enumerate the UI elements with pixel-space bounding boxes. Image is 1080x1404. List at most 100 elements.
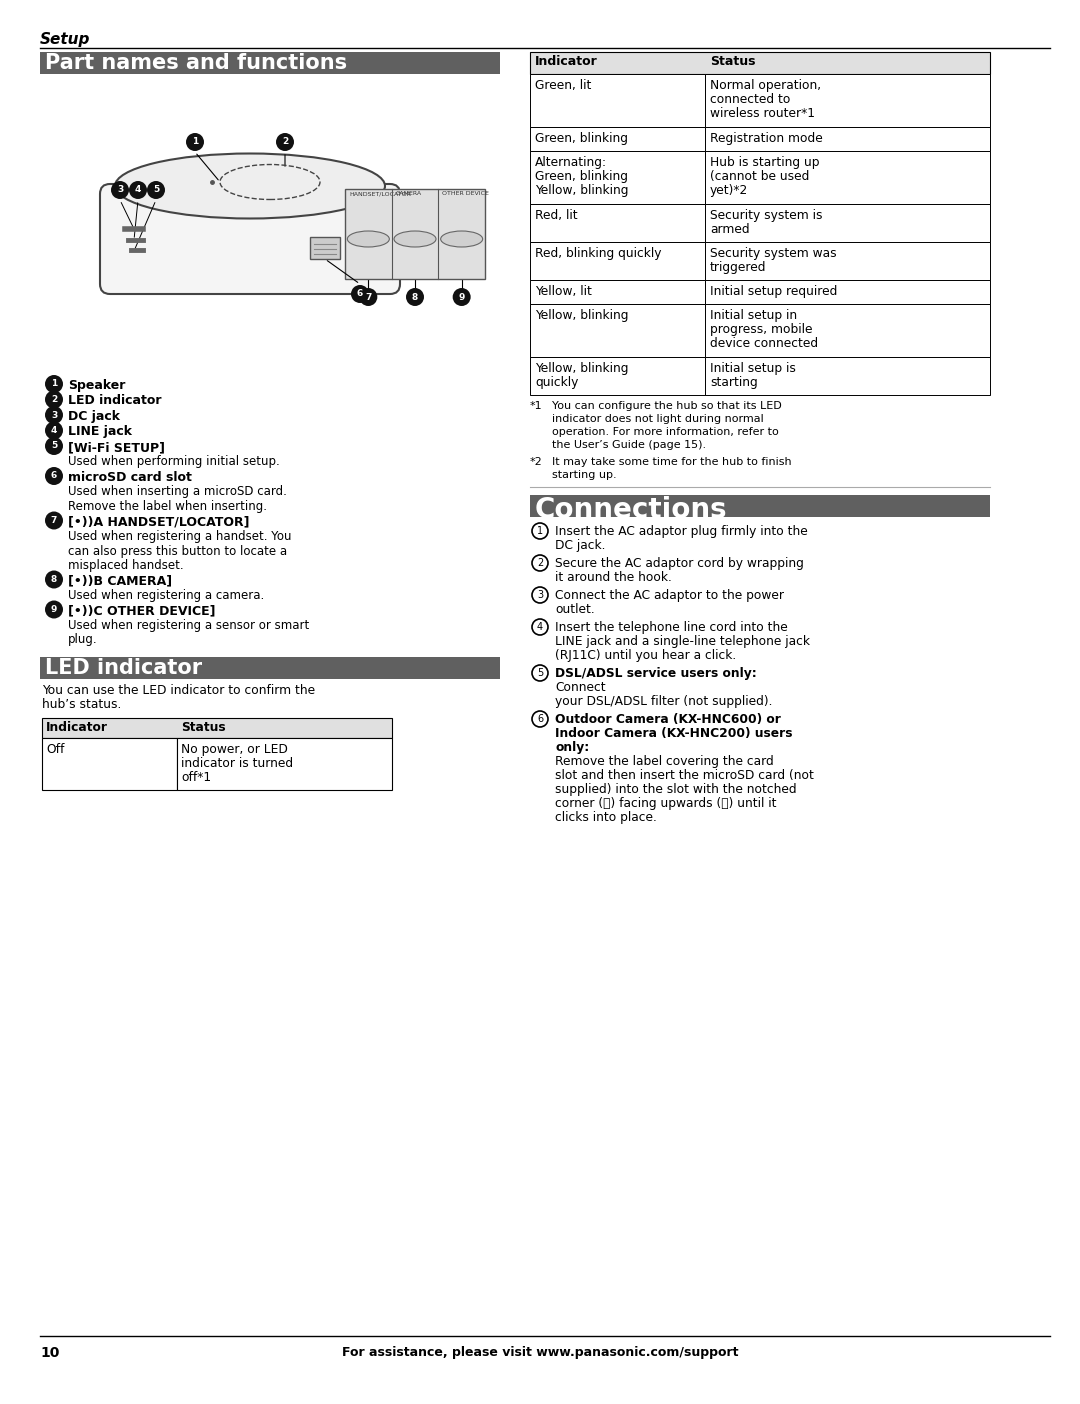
Text: (cannot be used: (cannot be used bbox=[710, 170, 809, 183]
Bar bbox=[705, 357, 990, 395]
Text: armed: armed bbox=[710, 223, 750, 236]
Circle shape bbox=[45, 375, 63, 393]
Text: operation. For more information, refer to: operation. For more information, refer t… bbox=[552, 427, 779, 437]
Text: •))C: •))C bbox=[454, 234, 470, 243]
Text: DSL/ADSL service users only:: DSL/ADSL service users only: bbox=[555, 667, 757, 680]
Text: 4: 4 bbox=[537, 622, 543, 632]
Text: Insert the telephone line cord into the: Insert the telephone line cord into the bbox=[555, 621, 787, 635]
Text: it around the hook.: it around the hook. bbox=[555, 571, 672, 584]
Text: *1: *1 bbox=[530, 402, 542, 411]
Text: You can configure the hub so that its LED: You can configure the hub so that its LE… bbox=[552, 402, 782, 411]
Bar bbox=[705, 241, 990, 279]
Text: corner (Ⓐ) facing upwards (Ⓑ) until it: corner (Ⓐ) facing upwards (Ⓑ) until it bbox=[555, 797, 777, 810]
Circle shape bbox=[453, 288, 471, 306]
Text: starting up.: starting up. bbox=[552, 470, 617, 480]
Text: Used when registering a sensor or smart: Used when registering a sensor or smart bbox=[68, 619, 309, 632]
Text: No power, or LED: No power, or LED bbox=[181, 743, 288, 755]
Text: 2: 2 bbox=[51, 395, 57, 404]
Text: Hub is starting up: Hub is starting up bbox=[710, 156, 820, 168]
Text: 4: 4 bbox=[51, 425, 57, 435]
Text: DC jack: DC jack bbox=[68, 410, 120, 423]
Text: Remove the label when inserting.: Remove the label when inserting. bbox=[68, 500, 267, 512]
Bar bbox=[705, 279, 990, 305]
Circle shape bbox=[532, 524, 548, 539]
Text: 10: 10 bbox=[40, 1346, 59, 1360]
Text: 2: 2 bbox=[282, 138, 288, 146]
Text: 8: 8 bbox=[411, 292, 418, 302]
Text: hub’s status.: hub’s status. bbox=[42, 698, 121, 710]
Bar bbox=[40, 52, 500, 74]
Text: can also press this button to locate a: can also press this button to locate a bbox=[68, 545, 287, 557]
Circle shape bbox=[45, 570, 63, 588]
Text: It may take some time for the hub to finish: It may take some time for the hub to fin… bbox=[552, 456, 792, 468]
Text: Connect: Connect bbox=[555, 681, 606, 694]
Circle shape bbox=[351, 285, 369, 303]
Text: off*1: off*1 bbox=[181, 771, 211, 783]
Circle shape bbox=[276, 133, 294, 152]
Text: Yellow, blinking: Yellow, blinking bbox=[535, 184, 629, 197]
Text: HANDSET/LOCATOR: HANDSET/LOCATOR bbox=[349, 191, 410, 197]
Text: Secure the AC adaptor cord by wrapping: Secure the AC adaptor cord by wrapping bbox=[555, 557, 804, 570]
Bar bbox=[345, 190, 485, 279]
Circle shape bbox=[406, 288, 424, 306]
Bar bbox=[530, 496, 990, 517]
Text: Remove the label covering the card: Remove the label covering the card bbox=[555, 755, 773, 768]
Circle shape bbox=[532, 665, 548, 681]
Bar bbox=[530, 279, 705, 305]
Ellipse shape bbox=[394, 232, 436, 247]
Text: *2: *2 bbox=[530, 456, 543, 468]
Text: your DSL/ADSL filter (not supplied).: your DSL/ADSL filter (not supplied). bbox=[555, 695, 772, 708]
Bar bbox=[42, 739, 177, 790]
Text: 7: 7 bbox=[365, 292, 372, 302]
Text: 6: 6 bbox=[51, 472, 57, 480]
Bar bbox=[177, 739, 392, 790]
Ellipse shape bbox=[348, 232, 389, 247]
Text: Registration mode: Registration mode bbox=[710, 132, 823, 145]
Bar bbox=[705, 152, 990, 204]
Circle shape bbox=[45, 390, 63, 409]
Bar bbox=[530, 74, 705, 126]
Text: CAMERA: CAMERA bbox=[395, 191, 422, 197]
Text: Yellow, lit: Yellow, lit bbox=[535, 285, 592, 298]
Text: Connections: Connections bbox=[535, 496, 728, 524]
Text: You can use the LED indicator to confirm the: You can use the LED indicator to confirm… bbox=[42, 684, 315, 696]
Text: Indicator: Indicator bbox=[535, 55, 597, 67]
Circle shape bbox=[45, 468, 63, 484]
Text: 8: 8 bbox=[51, 576, 57, 584]
Bar bbox=[530, 126, 705, 152]
Text: Red, blinking quickly: Red, blinking quickly bbox=[535, 247, 661, 260]
Text: 2: 2 bbox=[537, 557, 543, 569]
Circle shape bbox=[186, 133, 204, 152]
Text: Off: Off bbox=[46, 743, 65, 755]
Bar bbox=[705, 204, 990, 241]
Text: 5: 5 bbox=[537, 668, 543, 678]
Text: 3: 3 bbox=[117, 185, 123, 195]
Text: supplied) into the slot with the notched: supplied) into the slot with the notched bbox=[555, 783, 797, 796]
Text: starting: starting bbox=[710, 376, 758, 389]
Text: yet)*2: yet)*2 bbox=[710, 184, 748, 197]
Text: •))A: •))A bbox=[361, 234, 376, 243]
Circle shape bbox=[45, 406, 63, 424]
Text: Indoor Camera (KX-HNC200) users: Indoor Camera (KX-HNC200) users bbox=[555, 727, 793, 740]
Circle shape bbox=[532, 710, 548, 727]
Text: device connected: device connected bbox=[710, 337, 819, 350]
Text: DC jack.: DC jack. bbox=[555, 539, 606, 552]
Text: Yellow, blinking: Yellow, blinking bbox=[535, 362, 629, 375]
Circle shape bbox=[532, 587, 548, 602]
Text: triggered: triggered bbox=[710, 261, 767, 274]
Text: Initial setup required: Initial setup required bbox=[710, 285, 837, 298]
Text: Used when registering a handset. You: Used when registering a handset. You bbox=[68, 529, 292, 543]
Text: 1: 1 bbox=[51, 379, 57, 389]
Text: LINE jack: LINE jack bbox=[68, 425, 132, 438]
Text: [•))C OTHER DEVICE]: [•))C OTHER DEVICE] bbox=[68, 605, 216, 618]
Text: plug.: plug. bbox=[68, 633, 97, 646]
Bar bbox=[530, 204, 705, 241]
Text: 5: 5 bbox=[153, 185, 159, 195]
Circle shape bbox=[45, 601, 63, 619]
Text: 9: 9 bbox=[51, 605, 57, 614]
Circle shape bbox=[45, 511, 63, 529]
Text: Green, blinking: Green, blinking bbox=[535, 132, 627, 145]
Text: progress, mobile: progress, mobile bbox=[710, 323, 812, 336]
Bar bbox=[705, 126, 990, 152]
Bar bbox=[530, 52, 990, 74]
